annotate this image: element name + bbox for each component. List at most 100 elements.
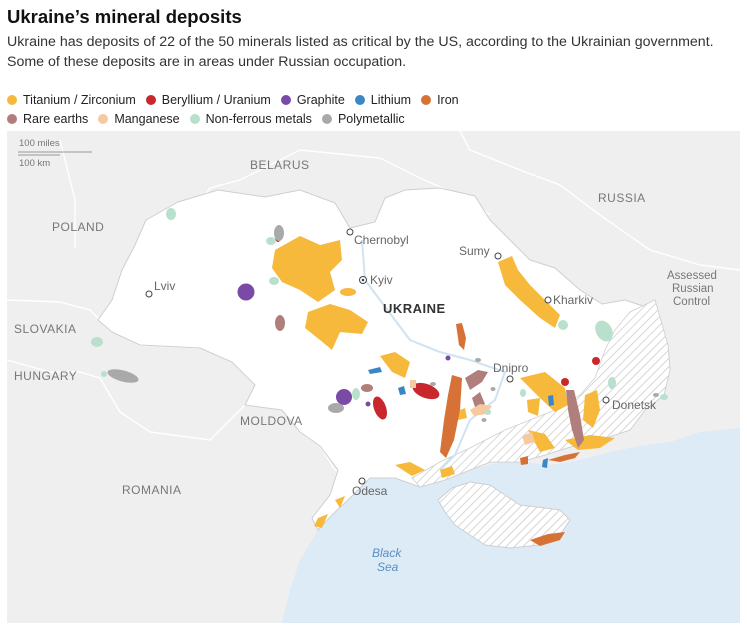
- deposit-beryllium-uranium: [373, 396, 387, 420]
- deposit-iron: [440, 375, 462, 458]
- deposit-non-ferrous: [660, 394, 668, 400]
- deposit-graphite: [365, 401, 371, 407]
- deposit-titanium-zirconium: [305, 304, 368, 350]
- occupied-note-line2: Russian: [672, 283, 714, 295]
- deposit-titanium-zirconium: [272, 236, 342, 302]
- legend-swatch: [98, 113, 109, 124]
- deposit-titanium-zirconium: [395, 462, 425, 476]
- legend-item-iron: Iron: [421, 93, 459, 107]
- deposit-polymetallic: [274, 225, 284, 241]
- deposit-non-ferrous: [101, 371, 107, 377]
- legend-swatch: [7, 94, 17, 105]
- legend-label: Graphite: [296, 92, 345, 107]
- deposit-polymetallic: [107, 369, 139, 383]
- city-label-dnipro: Dnipro: [493, 361, 529, 375]
- deposit-graphite: [336, 389, 352, 405]
- city-markers: [145, 228, 610, 485]
- country-label-hungary: HUNGARY: [14, 369, 77, 383]
- city-marker-lviv: [145, 290, 153, 298]
- scale-km-label: 100 km: [19, 158, 50, 169]
- legend-label: Polymetallic: [337, 111, 405, 126]
- map: 100 miles 100 km BELARUS RUSSIA POLAND S…: [7, 131, 740, 623]
- deposit-non-ferrous: [266, 237, 276, 245]
- deposit-non-ferrous: [91, 337, 103, 347]
- legend-label: Non-ferrous metals: [205, 111, 312, 126]
- deposit-rare-earths: [465, 370, 488, 390]
- country-label-poland: POLAND: [52, 220, 104, 234]
- deposit-titanium-zirconium: [340, 288, 356, 296]
- deposit-titanium-zirconium: [520, 372, 568, 412]
- deposit-titanium-zirconium: [498, 256, 560, 328]
- deposit-lithium: [542, 458, 548, 468]
- legend-label: Beryllium / Uranium: [161, 92, 271, 107]
- deposit-graphite: [237, 283, 255, 301]
- city-marker-donetsk: [602, 396, 610, 404]
- country-label-romania: ROMANIA: [122, 483, 182, 497]
- deposit-lithium: [548, 395, 554, 406]
- legend-label: Rare earths: [23, 111, 89, 126]
- deposit-titanium-zirconium: [527, 398, 540, 416]
- city-marker-dnipro: [506, 375, 514, 383]
- city-label-kharkiv: Kharkiv: [553, 293, 593, 307]
- map-svg: 100 miles 100 km BELARUS RUSSIA POLAND S…: [7, 131, 740, 623]
- deposit-non-ferrous: [485, 409, 491, 415]
- city-marker-odesa: [358, 477, 366, 485]
- deposit-titanium-zirconium: [583, 390, 600, 428]
- city-marker-kharkiv: [544, 296, 552, 304]
- page-subtitle: Ukraine has deposits of 22 of the 50 min…: [7, 34, 714, 70]
- deposit-non-ferrous: [558, 320, 568, 330]
- legend-item-graphite: Graphite: [280, 92, 345, 107]
- occupied-note-line3: Control: [673, 296, 710, 308]
- deposit-rare-earths: [275, 315, 285, 331]
- legend-item-manganese: Manganese: [98, 111, 180, 126]
- country-label-slovakia: SLOVAKIA: [14, 322, 76, 336]
- deposit-polymetallic: [481, 418, 487, 422]
- deposit-polymetallic: [328, 403, 344, 413]
- legend-label: Manganese: [114, 111, 180, 126]
- legend-label: Iron: [437, 92, 459, 107]
- city-label-kyiv: Kyiv: [370, 273, 393, 287]
- deposit-non-ferrous: [520, 389, 526, 397]
- deposit-manganese: [522, 432, 535, 445]
- city-marker-chernobyl: [346, 228, 354, 236]
- deposit-polymetallic: [475, 358, 481, 362]
- deposit-titanium-zirconium: [440, 466, 455, 478]
- legend-label: Titanium / Zirconium: [23, 92, 136, 107]
- deposit-iron: [530, 532, 565, 546]
- legend-item-beryllium-uranium: Beryllium / Uranium: [145, 92, 271, 107]
- country-label-belarus: BELARUS: [250, 158, 310, 172]
- legend-swatch: [321, 113, 332, 124]
- black-sea-label-line2: Sea: [377, 560, 399, 574]
- deposit-non-ferrous: [269, 277, 279, 285]
- scale-bar: 100 miles 100 km: [18, 138, 92, 169]
- deposits: [91, 208, 668, 546]
- deposit-iron: [520, 456, 528, 465]
- city-marker-sumy: [494, 252, 502, 260]
- black-sea-label-line1: Black: [372, 546, 402, 560]
- city-label-sumy: Sumy: [459, 244, 490, 258]
- legend-swatch: [189, 113, 200, 124]
- legend-label: Lithium: [370, 92, 412, 107]
- city-label-odesa: Odesa: [352, 484, 388, 498]
- legend-swatch: [354, 94, 365, 105]
- country-label-ukraine: UKRAINE: [383, 301, 446, 316]
- crimea-territory: [437, 481, 571, 549]
- deposit-non-ferrous: [595, 320, 613, 342]
- deposit-polymetallic: [430, 382, 436, 386]
- country-label-moldova: MOLDOVA: [240, 414, 303, 428]
- deposit-titanium-zirconium: [380, 352, 410, 378]
- deposit-rare-earths: [361, 384, 373, 392]
- legend-swatch: [145, 94, 156, 105]
- deposit-iron: [548, 452, 580, 462]
- legend-item-lithium: Lithium: [354, 92, 412, 107]
- deposit-titanium-zirconium: [528, 430, 555, 452]
- deposit-titanium-zirconium: [314, 514, 328, 528]
- deposit-graphite: [445, 355, 451, 361]
- legend-swatch: [421, 94, 432, 105]
- city-label-chernobyl: Chernobyl: [354, 233, 409, 247]
- country-label-russia: RUSSIA: [598, 191, 646, 205]
- legend-row-1: Titanium / Zirconium Beryllium / Uranium…: [7, 90, 742, 109]
- deposit-non-ferrous: [608, 377, 616, 389]
- deposit-polymetallic: [653, 393, 659, 397]
- deposit-manganese: [410, 380, 416, 388]
